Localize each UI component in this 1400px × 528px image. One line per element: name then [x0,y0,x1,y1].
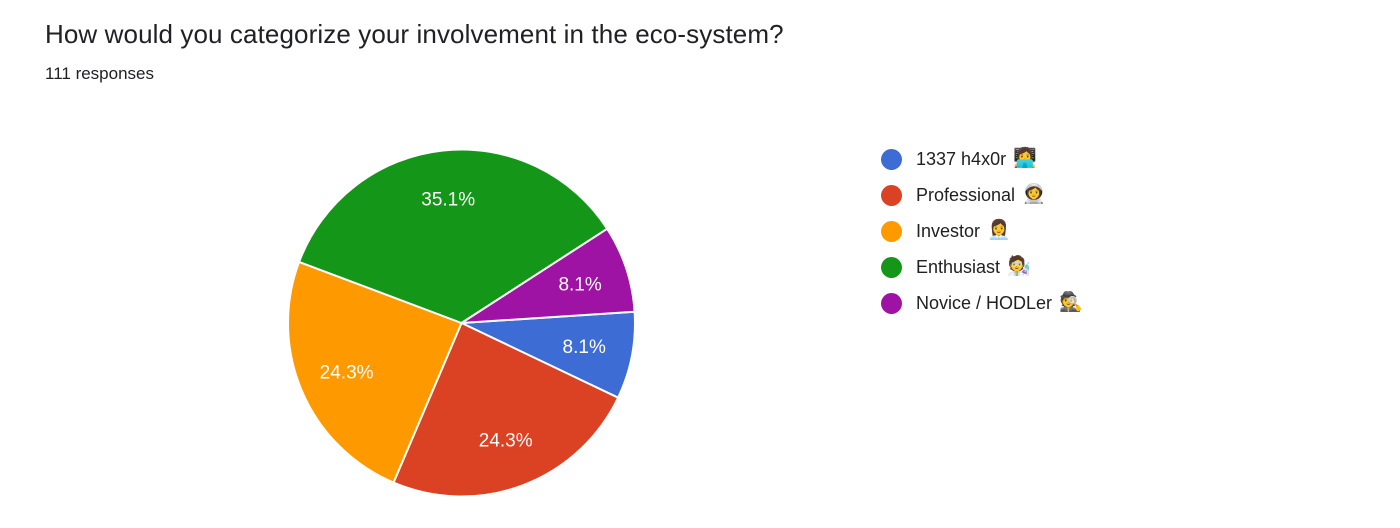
legend-emoji: 👩‍🚀 [1022,184,1046,205]
pie-slice-percent-label: 35.1% [421,189,475,210]
legend-label: 1337 h4x0r [916,148,1007,169]
legend-color-dot [881,292,902,314]
legend-item-1337-h4x0r: 1337 h4x0r 👩‍💻 [881,148,1083,170]
legend-color-dot [881,148,902,170]
legend-item-investor: Investor 👩‍💼 [881,220,1083,242]
legend-emoji: 🧑‍🔬 [1007,256,1031,277]
legend-emoji: 🕵️ [1059,292,1083,313]
legend-emoji: 👩‍💼 [987,220,1011,241]
legend: 1337 h4x0r 👩‍💻 Professional 👩‍🚀 Investor 👩‍💼 E… [881,148,1083,314]
legend-color-dot [881,256,902,278]
pie-slice-1337-h4x0r[interactable] [460,310,636,399]
response-count: 111 responses [45,64,154,83]
legend-label: Investor [916,220,981,241]
pie-slice-percent-label: 8.1% [558,274,601,295]
legend-item-novice-hodler: Novice / HODLer 🕵️ [881,292,1083,314]
legend-label: Novice / HODLer [916,292,1053,313]
pie-slice-percent-label: 24.3% [320,363,374,384]
pie-slice-professional[interactable] [392,322,620,498]
legend-color-dot [881,220,902,242]
legend-label: Professional [916,184,1016,205]
legend-item-enthusiast: Enthusiast 🧑‍🔬 [881,256,1083,278]
legend-color-dot [881,184,902,206]
pie-slice-percent-label: 8.1% [563,337,606,358]
pie-slice-enthusiast[interactable] [298,148,609,324]
pie-slice-percent-label: 24.3% [479,430,533,451]
question-title: How would you categorize your involvemen… [45,19,784,49]
legend-label: Enthusiast [916,256,1001,277]
pie-slice-novice-hodler[interactable] [460,227,636,324]
legend-emoji: 👩‍💻 [1013,148,1037,169]
pie-slice-investor[interactable] [286,260,463,484]
legend-item-professional: Professional 👩‍🚀 [881,184,1083,206]
